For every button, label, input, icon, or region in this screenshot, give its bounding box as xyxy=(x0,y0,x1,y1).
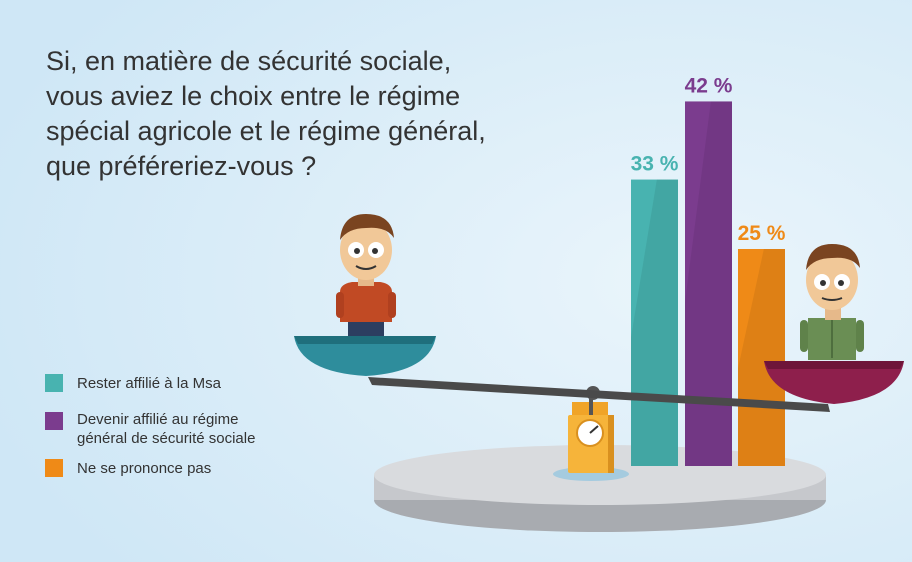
right-scale-pan xyxy=(764,361,904,404)
right-character xyxy=(800,244,864,360)
legend-label-no-opinion: Ne se prononce pas xyxy=(77,460,211,477)
legend-label-general-line-1: Devenir affilié au régime xyxy=(77,411,238,428)
question-line-4: que préféreriez-vous ? xyxy=(46,151,316,181)
bar-no-opinion-shade xyxy=(738,249,785,466)
question-line-3: spécial agricole et le régime général, xyxy=(46,116,486,146)
legend-swatch-msa xyxy=(45,374,63,392)
question-line-1: Si, en matière de sécurité sociale, xyxy=(46,46,451,76)
bar-msa xyxy=(631,179,678,466)
bar-general-shade xyxy=(685,101,732,466)
question-title: Si, en matière de sécurité sociale, vous… xyxy=(46,46,486,181)
bar-value-labels: 33 % 42 % 25 % xyxy=(631,74,786,245)
left-scale-pan xyxy=(294,336,436,376)
bar-no-opinion xyxy=(738,249,785,466)
scale-balance xyxy=(368,377,830,481)
legend-swatch-no-opinion xyxy=(45,459,63,477)
legend-swatch-general xyxy=(45,412,63,430)
bar-label-no-opinion: 25 % xyxy=(738,222,786,245)
legend: Rester affilié à la Msa Devenir affilié … xyxy=(45,374,255,477)
legend-label-general-line-2: général de sécurité sociale xyxy=(77,430,255,447)
legend-label-msa: Rester affilié à la Msa xyxy=(77,375,222,392)
bar-label-msa: 33 % xyxy=(631,153,679,176)
left-character xyxy=(336,214,396,340)
bar-series xyxy=(631,101,785,466)
question-line-2: vous aviez le choix entre le régime xyxy=(46,81,460,111)
bar-label-general: 42 % xyxy=(685,74,733,97)
